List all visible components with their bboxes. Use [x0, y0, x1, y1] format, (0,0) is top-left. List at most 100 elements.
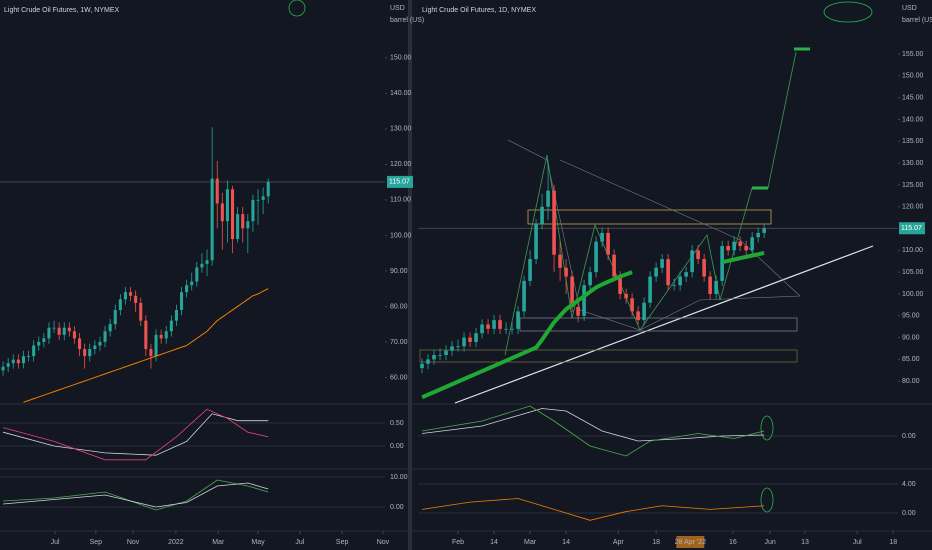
candle-body — [732, 241, 736, 251]
last-price-label: 115.07 — [389, 179, 410, 186]
x-tick-label: Jun — [765, 539, 776, 546]
annotation-ellipse — [823, 1, 873, 23]
candle-body — [210, 178, 214, 261]
candle-body — [78, 338, 82, 350]
candle-body — [220, 203, 224, 222]
last-price-box — [899, 222, 925, 235]
y-tick-label: 135.00 — [902, 138, 924, 145]
candle-body — [118, 299, 122, 310]
candle-body — [47, 327, 51, 339]
indicator-line — [3, 482, 269, 508]
x-tick-label: Sep — [90, 539, 103, 546]
x-tick-label: 14 — [562, 539, 570, 546]
y-tick-label: 90.00 — [902, 334, 920, 341]
zone-box — [519, 317, 798, 332]
last-price-box — [387, 175, 413, 188]
axis-unit-sub: barrel (US) — [390, 17, 424, 24]
y-tick-label: 145.00 — [902, 95, 924, 102]
pane-tick-label: 10.00 — [390, 474, 408, 481]
candle-body — [648, 276, 652, 303]
candle-body — [185, 285, 189, 293]
candle-body — [708, 276, 712, 294]
candle-body — [62, 327, 66, 335]
y-tick-label: 60.00 — [390, 374, 408, 381]
x-tick-label: Sep — [336, 539, 349, 546]
candle-body — [642, 302, 646, 321]
moving-average — [421, 251, 765, 400]
candle-body — [420, 363, 424, 369]
y-tick-label: 80.00 — [902, 378, 920, 385]
annotation-ellipse — [760, 487, 774, 513]
candle-body — [630, 298, 634, 312]
y-tick-label: 105.00 — [902, 269, 924, 276]
x-tick-label: Mar — [212, 539, 225, 546]
y-tick-label: 140.00 — [902, 116, 924, 123]
indicator-line — [421, 408, 765, 442]
candle-body — [67, 327, 71, 332]
candle-body — [93, 345, 97, 350]
pane-tick-label: 0.00 — [390, 504, 404, 511]
candle-body — [486, 324, 490, 329]
crosshair-label-box — [676, 536, 705, 548]
candle-body — [108, 324, 112, 332]
candle-body — [11, 359, 15, 364]
x-tick-label: May — [251, 539, 265, 546]
trend-line — [454, 245, 874, 404]
crosshair-label: 28 Apr '22 — [675, 539, 706, 546]
candle-body — [654, 267, 658, 277]
candle-body — [154, 334, 158, 357]
candle-body — [225, 189, 229, 222]
candle-body — [618, 276, 622, 294]
candle-body — [98, 341, 102, 346]
candle-body — [726, 245, 730, 251]
candle-body — [588, 272, 592, 286]
candle-body — [498, 320, 502, 329]
candle-body — [474, 333, 478, 342]
candle-body — [164, 331, 168, 339]
x-tick-label: 13 — [801, 539, 809, 546]
candle-body — [738, 241, 742, 246]
candle-body — [236, 214, 240, 239]
chart-title: Light Crude Oil Futures, 1W, NYMEX — [4, 7, 119, 14]
candle-body — [200, 263, 204, 268]
candle-body — [480, 324, 484, 334]
indicator-line — [421, 498, 765, 521]
candle-body — [468, 337, 472, 342]
candle-body — [534, 224, 538, 260]
candle-body — [261, 196, 265, 200]
candle-body — [123, 292, 127, 300]
drawings — [288, 0, 874, 513]
candle-body — [540, 206, 544, 225]
x-tick-label: 18 — [652, 539, 660, 546]
x-tick-label: Jul — [853, 539, 862, 546]
pane-tick-label: 0.00 — [902, 433, 916, 440]
candle-body — [570, 276, 574, 308]
candle-body — [139, 302, 143, 321]
candle-body — [684, 272, 688, 277]
candle-body — [558, 254, 562, 268]
candle-body — [37, 341, 41, 346]
candle-body — [21, 356, 25, 364]
candle-body — [600, 232, 604, 242]
candle-body — [594, 241, 598, 273]
indicator-line — [421, 405, 765, 457]
x-tick-label: Mar — [524, 539, 537, 546]
moving-average — [23, 288, 269, 403]
candle-body — [672, 285, 676, 287]
candle-body — [450, 346, 454, 351]
candle-body — [72, 331, 76, 339]
candle-body — [528, 259, 532, 281]
candle-body — [6, 363, 10, 367]
axis-unit: USD — [902, 5, 917, 12]
candle-body — [750, 237, 754, 251]
candle-body — [546, 190, 550, 207]
y-tick-label: 125.00 — [902, 182, 924, 189]
y-tick-label: 80.00 — [390, 303, 408, 310]
y-tick-label: 110.00 — [390, 197, 411, 204]
x-tick-label: Jul — [51, 539, 60, 546]
candle-body — [134, 295, 138, 303]
candle-body — [256, 199, 260, 201]
candle-body — [195, 267, 199, 282]
candle-body — [215, 178, 219, 204]
